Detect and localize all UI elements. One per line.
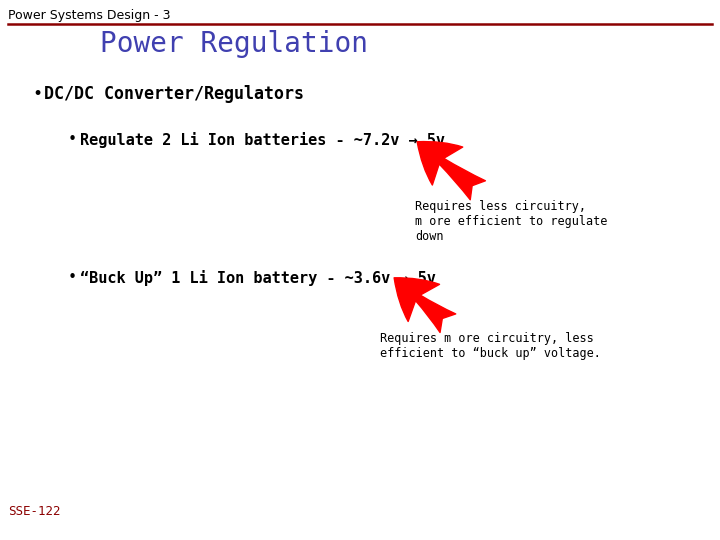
Text: Requires less circuitry,
m ore efficient to regulate
down: Requires less circuitry, m ore efficient… bbox=[415, 200, 608, 243]
Text: •: • bbox=[68, 132, 77, 147]
Text: Power Systems Design - 3: Power Systems Design - 3 bbox=[8, 9, 171, 22]
Text: •: • bbox=[68, 270, 77, 285]
Text: Requires m ore circuitry, less
efficient to “buck up” voltage.: Requires m ore circuitry, less efficient… bbox=[380, 332, 601, 360]
Text: Regulate 2 Li Ion batteries - ~7.2v → 5v: Regulate 2 Li Ion batteries - ~7.2v → 5v bbox=[80, 132, 445, 148]
Text: “Buck Up” 1 Li Ion battery - ~3.6v → 5v: “Buck Up” 1 Li Ion battery - ~3.6v → 5v bbox=[80, 270, 436, 286]
Text: Power Regulation: Power Regulation bbox=[100, 30, 368, 58]
Text: DC/DC Converter/Regulators: DC/DC Converter/Regulators bbox=[44, 85, 304, 103]
Text: SSE-122: SSE-122 bbox=[8, 505, 60, 518]
Text: •: • bbox=[32, 85, 42, 103]
